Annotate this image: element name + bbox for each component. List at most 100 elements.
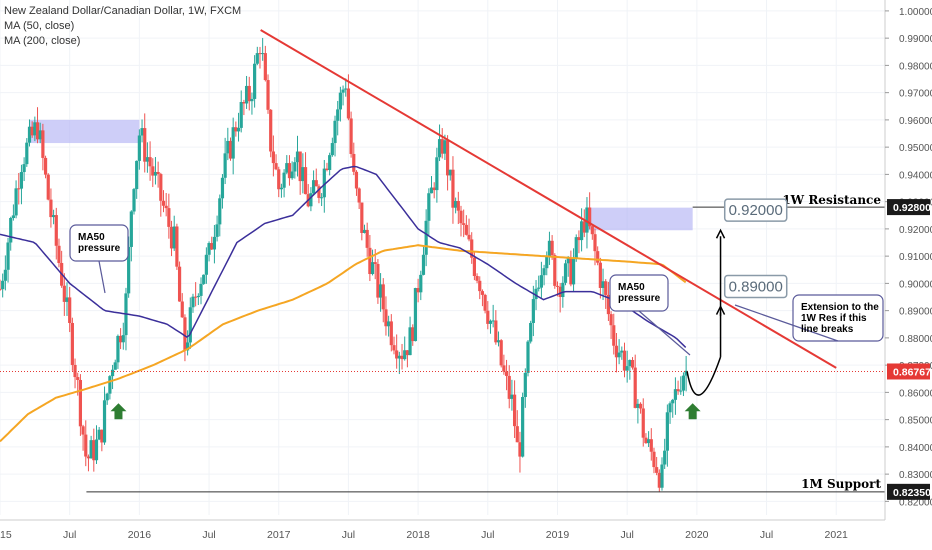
candle-body: [395, 350, 399, 359]
candle-body: [172, 226, 176, 249]
candle-body: [376, 263, 380, 298]
candle-body: [218, 198, 222, 225]
candle-body: [408, 327, 412, 356]
candle-body: [571, 258, 576, 285]
candle-body: [411, 327, 415, 342]
candle-body: [121, 335, 125, 343]
candle-body: [210, 243, 214, 250]
candle-body: [440, 139, 444, 154]
candle-body: [641, 408, 645, 438]
candle-body: [204, 254, 208, 275]
candle-body: [531, 299, 535, 323]
candle-body: [1, 280, 5, 290]
candle-body: [392, 345, 396, 351]
legend: New Zealand Dollar/Canadian Dollar, 1W, …: [4, 4, 241, 49]
candle-body: [277, 169, 281, 190]
candle-body: [3, 269, 7, 281]
support-label: 1M Support: [801, 477, 881, 491]
candle-body: [175, 226, 179, 267]
candle-body: [652, 451, 656, 468]
candle-body: [0, 288, 2, 290]
candle-body: [360, 202, 364, 233]
candle-body: [27, 126, 32, 143]
support-price-badge-bg: [887, 483, 930, 500]
candle-body: [582, 221, 586, 233]
ma200-line: [0, 244, 687, 443]
candle-body: [569, 257, 573, 285]
candle-body: [242, 102, 246, 104]
candle-body: [54, 215, 58, 246]
candle-body: [580, 221, 584, 241]
chart-title: New Zealand Dollar/Canadian Dollar, 1W, …: [4, 5, 242, 17]
time-axis-bg: [0, 520, 885, 550]
candle-body: [231, 127, 235, 159]
candle-body: [180, 301, 184, 318]
time-tick-label: 2016: [128, 529, 152, 541]
candle-body: [456, 200, 460, 211]
candle-body: [668, 403, 672, 413]
candle-body: [159, 174, 163, 201]
candle-body: [336, 109, 340, 121]
candle-body: [344, 88, 348, 90]
candle-body: [92, 440, 96, 461]
arrow-to-89000-head: [715, 304, 726, 315]
candle-body: [494, 320, 498, 343]
candle-body: [445, 140, 450, 176]
price-tick-label: 0.89000: [899, 307, 932, 318]
candle-body: [81, 426, 85, 435]
candle-body: [295, 151, 300, 163]
price-tick-label: 0.95000: [899, 143, 932, 154]
candle-body: [397, 355, 401, 359]
target-92000-text: 0.92000: [729, 202, 783, 219]
price-tick-label: 0.84000: [899, 443, 932, 454]
time-axis: 2015 Jul 2016 Jul 2017 Jul 2018 Jul 2019 Jul 2020 J…: [0, 519, 885, 550]
resistance-price-badge-bg: [887, 199, 930, 216]
candle-body: [657, 472, 661, 488]
candle-body: [253, 63, 257, 99]
candle-body: [287, 163, 292, 179]
candle-body: [228, 140, 233, 159]
candle-body: [510, 394, 514, 399]
price-tick-label: 0.86000: [899, 388, 932, 399]
candle-body: [244, 85, 249, 104]
candle-body: [320, 197, 324, 199]
candle-body: [84, 434, 88, 457]
candle-body: [663, 450, 667, 465]
candle-body: [338, 92, 342, 110]
candle-body: [279, 187, 284, 190]
candle-body: [220, 177, 225, 199]
candle-body: [504, 371, 509, 376]
grid: [0, 0, 885, 515]
candle-body: [62, 285, 66, 302]
candle-body: [378, 284, 383, 298]
candle-body: [472, 257, 476, 277]
candle-body: [293, 162, 297, 172]
candle-body: [555, 285, 560, 287]
candle-body: [665, 412, 669, 451]
candle-body: [196, 295, 200, 298]
extension-callout-line-3: line breaks: [801, 324, 854, 335]
candle-body: [451, 169, 455, 208]
candle-body: [437, 139, 442, 158]
candle-body: [620, 350, 624, 353]
price-tick-label: 0.98000: [899, 61, 932, 72]
price-tick-label: 0.82000: [899, 497, 932, 508]
candle-body: [529, 322, 533, 342]
candle-body: [167, 208, 171, 227]
price-tick-label: 0.94000: [899, 170, 932, 181]
candle-body: [129, 211, 133, 247]
candle-body: [636, 403, 640, 408]
time-tick-label: Jul: [63, 529, 76, 541]
zones: [29, 119, 693, 231]
candle-body: [137, 135, 141, 161]
time-tick-label: 2017: [267, 529, 291, 541]
candle-body: [486, 310, 490, 324]
candle-body: [480, 291, 485, 295]
candle-body: [250, 98, 254, 102]
candle-body: [236, 127, 241, 132]
target-89000-box: [723, 274, 788, 299]
price-tick-label: 0.90000: [899, 279, 932, 290]
candle-body: [65, 297, 69, 302]
candle-body: [547, 240, 552, 257]
